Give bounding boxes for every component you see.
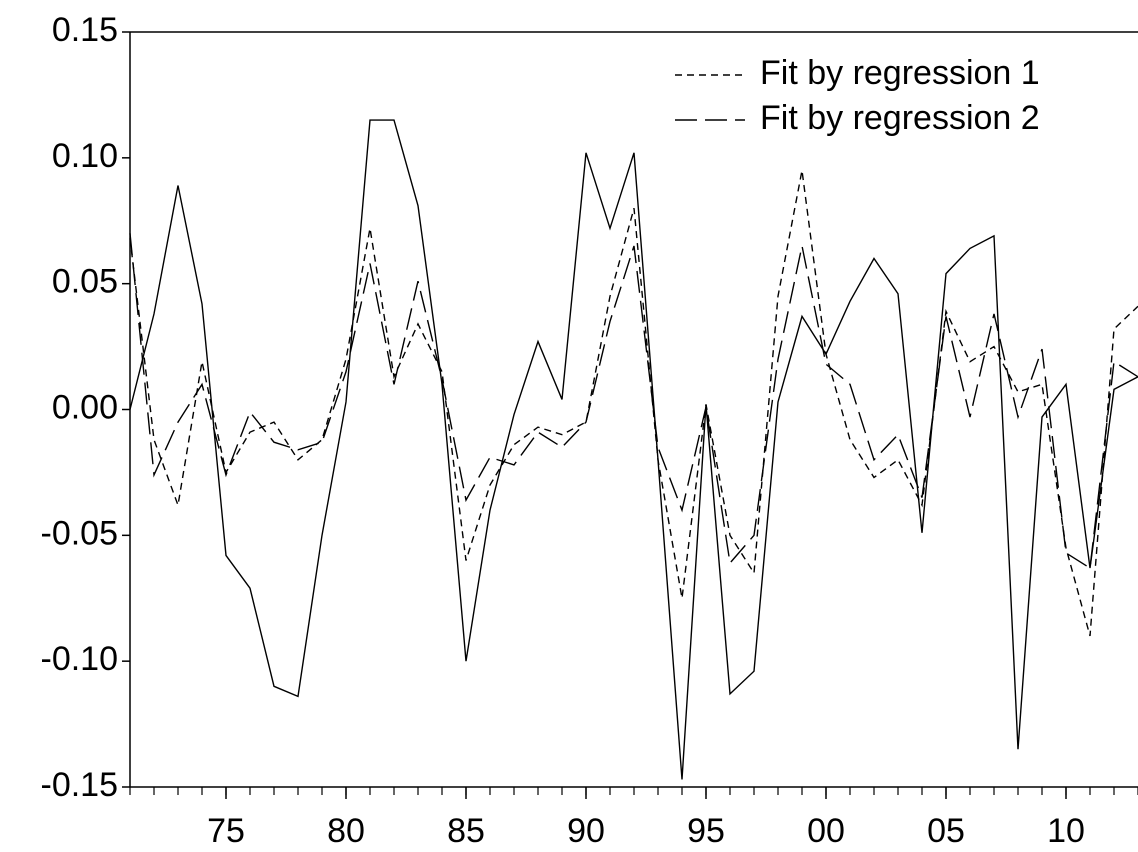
series-line — [129, 233, 1138, 570]
x-tick-label: 85 — [447, 812, 485, 850]
legend-label: Fit by regression 1 — [760, 54, 1040, 92]
y-tick-label: -0.10 — [41, 640, 119, 678]
legend-label: Fit by regression 2 — [760, 99, 1040, 137]
x-tick-label: 75 — [207, 812, 245, 850]
x-tick-label: 80 — [327, 812, 365, 850]
series-line — [129, 119, 1138, 780]
x-tick-label: 90 — [567, 812, 605, 850]
x-tick-label: 05 — [927, 812, 965, 850]
x-tick-label: 10 — [1047, 812, 1085, 850]
y-tick-label: 0.15 — [52, 11, 118, 49]
y-tick-label: 0.10 — [52, 137, 118, 175]
y-tick-label: 0.00 — [52, 388, 118, 426]
y-tick-label: -0.05 — [41, 514, 119, 552]
y-tick-label: -0.15 — [41, 766, 119, 804]
series-line — [129, 170, 1138, 637]
y-tick-label: 0.05 — [52, 263, 118, 301]
x-tick-label: 00 — [807, 812, 845, 850]
x-tick-label: 95 — [687, 812, 725, 850]
